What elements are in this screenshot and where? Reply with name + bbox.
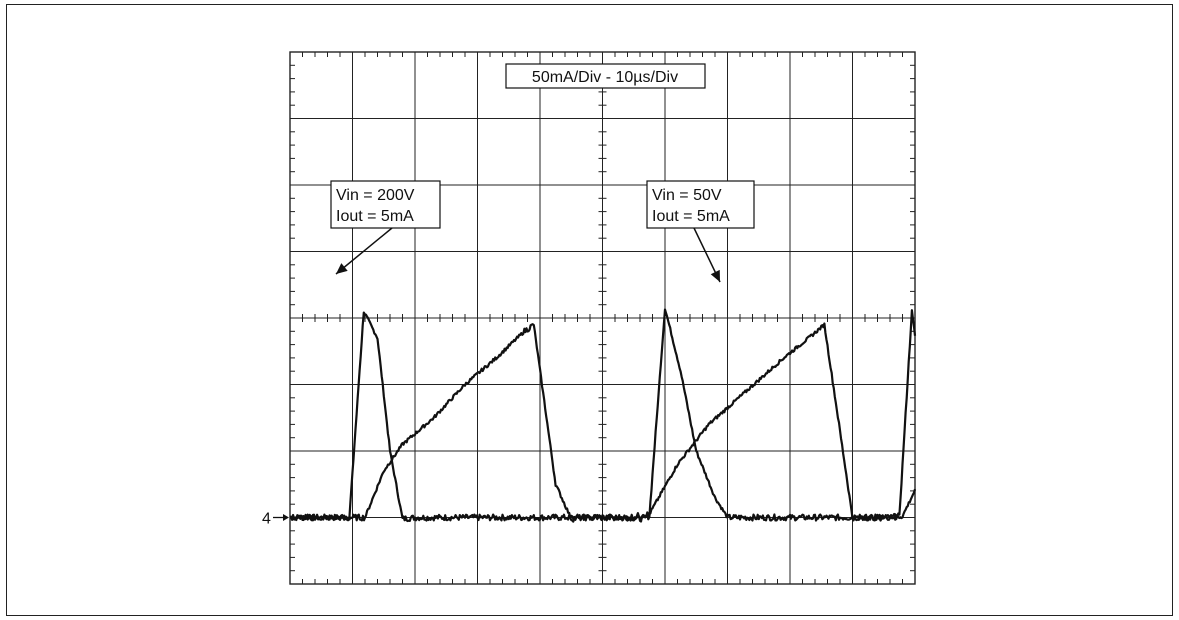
annotation-text: Vin = 50V [652, 187, 722, 204]
annotation-box-2 [646, 180, 755, 229]
annotation-text: Iout = 5mA [652, 208, 730, 225]
annotation-arrowhead [710, 269, 720, 282]
series-line-2 [289, 322, 917, 523]
annotation-arrow [335, 227, 393, 275]
annotation-box-1 [330, 180, 441, 229]
figure-frame [6, 4, 1173, 616]
annotation-arrowhead [336, 263, 348, 274]
channel-marker-arrowhead [283, 514, 289, 521]
chart-title: 50mA/Div - 10µs/Div [532, 69, 678, 86]
channel-marker: 4 [262, 511, 271, 528]
annotation-text: Vin = 200V [336, 187, 415, 204]
title-box [505, 63, 706, 89]
traces [289, 308, 917, 523]
annotations: 50mA/Div - 10µs/Div Vin = 200V Iout = 5mA V… [262, 63, 755, 528]
annotation-text: Iout = 5mA [336, 208, 414, 225]
graticule [289, 51, 916, 585]
